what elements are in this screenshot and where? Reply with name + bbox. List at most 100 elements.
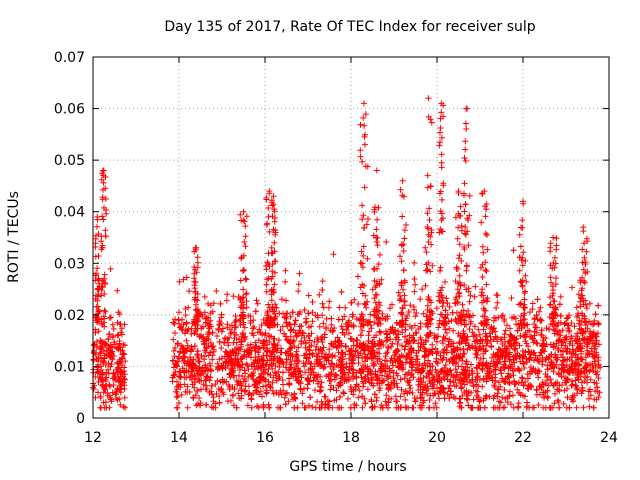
data-point [240, 208, 247, 215]
data-point [178, 325, 185, 332]
data-point [478, 346, 484, 353]
data-point [506, 356, 513, 363]
data-point [578, 379, 585, 386]
data-point [521, 316, 528, 323]
data-point [361, 347, 368, 353]
data-point [452, 366, 459, 373]
data-point [517, 278, 524, 285]
data-point [573, 404, 580, 411]
data-point [276, 373, 283, 380]
data-point [395, 363, 402, 369]
data-point [497, 399, 504, 406]
data-point [401, 375, 408, 382]
data-point [438, 159, 445, 166]
data-point [172, 330, 178, 336]
data-point [375, 204, 382, 211]
data-point [429, 262, 436, 269]
data-point [594, 320, 601, 327]
data-point [439, 311, 446, 318]
data-point [197, 332, 204, 339]
data-point [580, 301, 587, 308]
data-point [377, 329, 384, 336]
data-point [568, 350, 575, 357]
data-point [243, 304, 250, 311]
data-point [173, 394, 180, 401]
data-point [319, 339, 326, 345]
data-point [453, 382, 460, 389]
data-point [361, 224, 368, 231]
data-point [574, 386, 581, 393]
data-point [232, 324, 239, 330]
data-point [298, 323, 305, 329]
data-point [201, 293, 208, 300]
data-point [437, 352, 444, 359]
data-point [326, 346, 333, 353]
data-point [455, 210, 462, 217]
data-point [440, 318, 447, 325]
data-point [284, 389, 290, 396]
data-point [385, 381, 392, 388]
data-point [362, 301, 369, 308]
data-point [176, 278, 183, 285]
data-point [461, 230, 468, 237]
data-point [359, 404, 366, 411]
data-point [535, 374, 542, 381]
data-point [452, 214, 459, 221]
data-point [193, 307, 200, 314]
data-point [466, 192, 473, 199]
data-point [276, 310, 283, 317]
data-point [235, 350, 242, 357]
data-point [566, 312, 572, 319]
data-point [425, 231, 432, 238]
data-point [287, 338, 294, 345]
data-point [583, 367, 590, 374]
data-point [297, 380, 304, 387]
data-point [306, 402, 312, 409]
data-point [321, 354, 328, 361]
data-point [411, 288, 418, 295]
data-point [221, 339, 228, 346]
data-point [313, 358, 320, 365]
data-point [484, 295, 491, 302]
data-point [488, 354, 495, 361]
data-point [375, 321, 382, 328]
data-point [392, 349, 399, 356]
data-point [395, 289, 402, 296]
data-point [170, 347, 177, 354]
data-point [357, 121, 364, 128]
data-point [328, 361, 335, 368]
data-point [361, 184, 368, 191]
data-point [573, 359, 580, 366]
data-point [358, 248, 365, 255]
y-axis-label: ROTI / TECUs [6, 191, 22, 283]
data-point [530, 349, 537, 356]
data-point [376, 328, 383, 335]
data-point [362, 111, 369, 118]
data-point [252, 354, 259, 361]
data-point [519, 354, 526, 361]
data-point [101, 271, 108, 278]
data-point [91, 382, 98, 389]
data-point [180, 321, 187, 328]
data-point [494, 390, 501, 397]
data-point [267, 348, 274, 355]
data-point [373, 374, 380, 380]
data-point [387, 326, 394, 333]
data-point [360, 212, 367, 219]
data-point [438, 109, 445, 116]
data-point [445, 385, 452, 392]
data-point [102, 386, 109, 393]
data-point [324, 354, 331, 361]
data-point [453, 309, 460, 316]
data-point [473, 333, 479, 340]
data-point [539, 361, 546, 368]
data-point [486, 374, 493, 381]
data-point [516, 342, 523, 349]
data-point [239, 361, 246, 368]
data-point [224, 324, 231, 331]
data-point [203, 401, 210, 408]
data-point [178, 391, 185, 398]
data-point [327, 371, 334, 378]
data-point [474, 351, 481, 358]
data-point [275, 404, 281, 411]
